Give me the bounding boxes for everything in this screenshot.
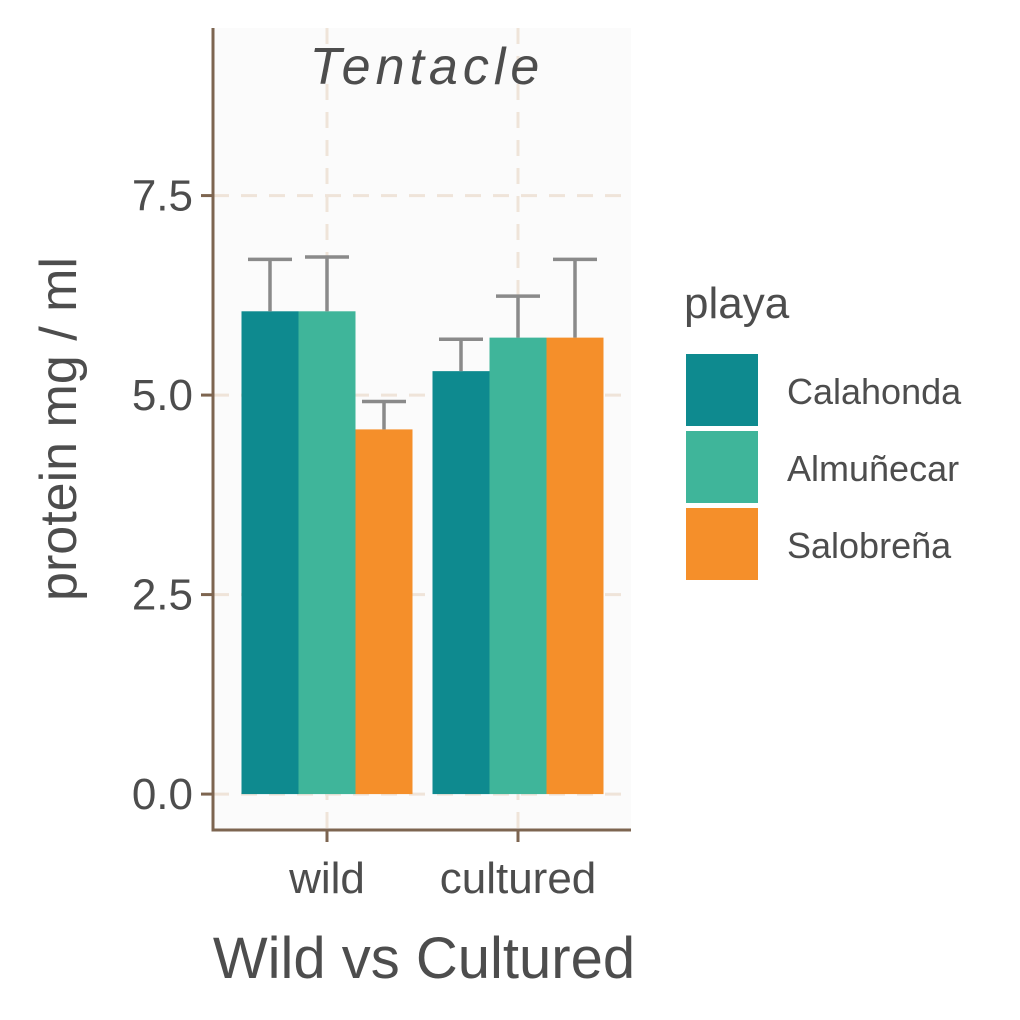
x-tick-label-0: wild xyxy=(288,854,365,903)
y-axis-label: protein mg / ml xyxy=(30,257,88,601)
bar-Salobreña-wild xyxy=(355,429,413,795)
legend-title: playa xyxy=(684,279,790,328)
bar-Calahonda-cultured xyxy=(432,371,490,795)
legend-swatch-Calahonda xyxy=(686,354,758,426)
legend-items: Calahonda Almuñecar Salobreña xyxy=(686,354,962,580)
chart-title: Tentacle xyxy=(310,38,545,96)
error-bars xyxy=(248,255,597,430)
legend-label-Almuñecar: Almuñecar xyxy=(787,448,959,489)
y-tick-label-3: 7.5 xyxy=(132,172,193,221)
x-axis-label: Wild vs Cultured xyxy=(213,926,635,991)
bar-Almuñecar-wild xyxy=(298,311,356,795)
bar-Salobreña-cultured xyxy=(546,337,604,795)
legend: playa Calahonda Almuñecar Salobreña xyxy=(684,279,962,580)
legend-label-Salobreña: Salobreña xyxy=(787,525,952,566)
bar-Almuñecar-cultured xyxy=(489,337,547,795)
y-tick-label-0: 0.0 xyxy=(132,770,193,819)
y-ticks: 0.0 2.5 5.0 7.5 xyxy=(132,172,213,819)
bars xyxy=(241,311,604,795)
axes xyxy=(211,28,631,832)
y-tick-label-2: 5.0 xyxy=(132,371,193,420)
x-tick-label-1: cultured xyxy=(440,854,597,903)
bar-Calahonda-wild xyxy=(241,311,299,795)
legend-label-Calahonda: Calahonda xyxy=(787,371,962,412)
x-ticks: wild cultured xyxy=(288,830,596,903)
legend-swatch-Almuñecar xyxy=(686,431,758,503)
y-tick-label-1: 2.5 xyxy=(132,571,193,620)
legend-swatch-Salobreña xyxy=(686,508,758,580)
